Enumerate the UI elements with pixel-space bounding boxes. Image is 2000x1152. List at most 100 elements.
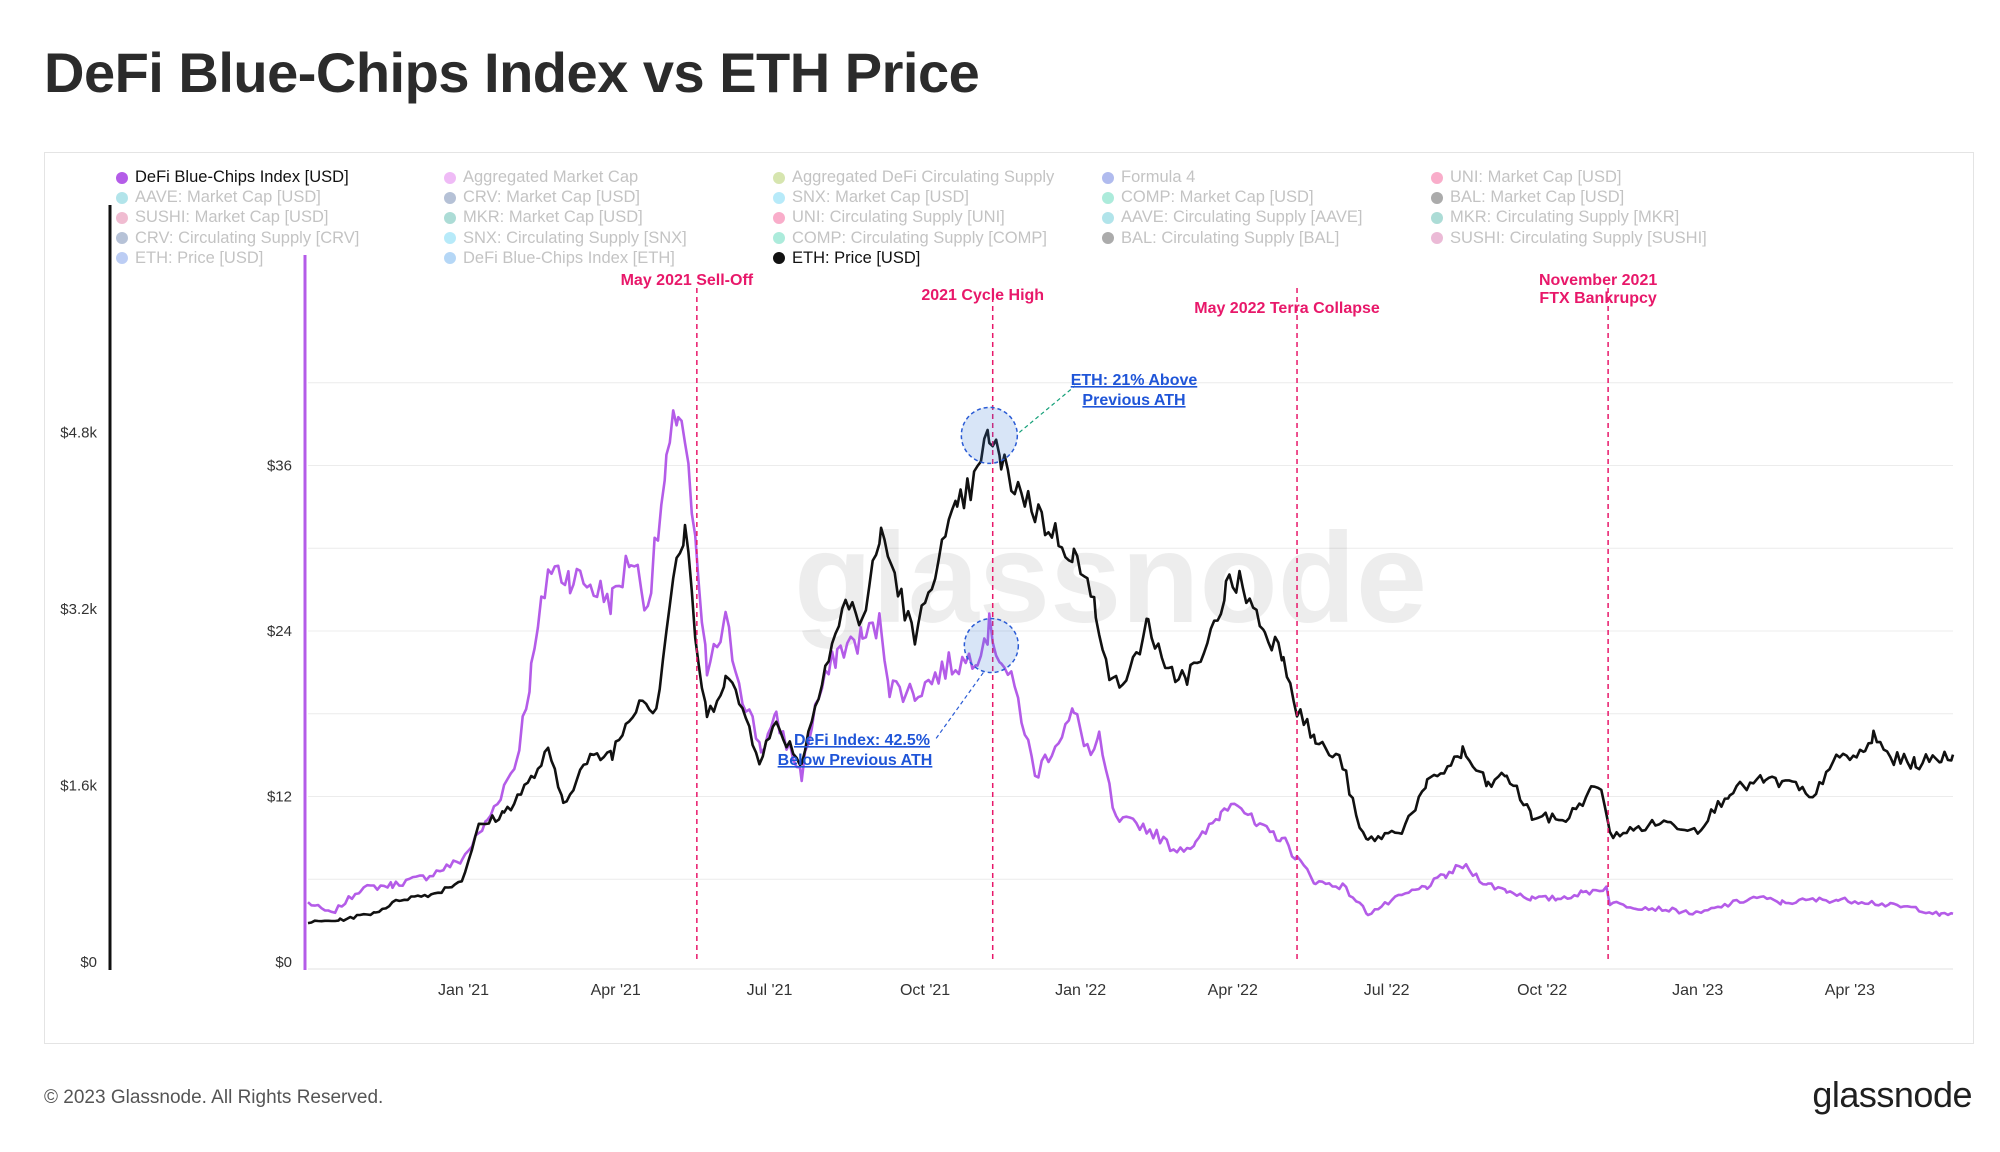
legend-label: CRV: Market Cap [USD] xyxy=(463,188,640,207)
legend-item[interactable]: BAL: Market Cap [USD] xyxy=(1431,188,1624,207)
chart-frame xyxy=(44,152,1974,1044)
legend-item[interactable]: UNI: Circulating Supply [UNI] xyxy=(773,208,1005,227)
series-line xyxy=(307,409,1954,917)
legend-label: UNI: Market Cap [USD] xyxy=(1450,168,1622,186)
legend-item[interactable]: Formula 4 xyxy=(1102,168,1195,187)
legend-dot-icon xyxy=(1102,191,1114,204)
legend-label: Formula 4 xyxy=(1121,168,1196,186)
annotation-label: May 2021 Sell-Off xyxy=(621,272,754,289)
y-tick-label-defi: $12 xyxy=(267,789,292,806)
legend-item[interactable]: COMP: Market Cap [USD] xyxy=(1102,188,1314,207)
y-tick-label-defi: $36 xyxy=(267,458,292,475)
legend-label: MKR: Circulating Supply [MKR] xyxy=(1450,208,1680,227)
legend-dot-icon xyxy=(444,252,456,265)
highlight-circle xyxy=(960,406,1019,465)
legend-item[interactable]: BAL: Circulating Supply [BAL] xyxy=(1102,229,1339,248)
legend-item[interactable]: Aggregated Market Cap xyxy=(444,168,638,187)
legend-item[interactable]: SUSHI: Circulating Supply [SUSHI] xyxy=(1431,229,1707,248)
callout-label: Previous ATH xyxy=(1082,392,1185,409)
legend-dot-icon xyxy=(444,211,456,224)
legend-dot-icon xyxy=(1102,211,1114,224)
legend-dot-icon xyxy=(773,232,785,245)
legend-label: SNX: Market Cap [USD] xyxy=(792,188,969,207)
copyright-text: © 2023 Glassnode. All Rights Reserved. xyxy=(44,1087,384,1108)
annotation-label: May 2022 Terra Collapse xyxy=(1194,300,1380,317)
legend-dot-icon xyxy=(116,211,128,224)
legend-item[interactable]: Aggregated DeFi Circulating Supply xyxy=(773,168,1054,187)
glassnode-logo[interactable]: glassnode xyxy=(1812,1074,1972,1115)
legend-dot-icon xyxy=(1102,171,1114,184)
legend-dot-icon xyxy=(1431,171,1443,184)
legend-dot-icon xyxy=(773,191,785,204)
legend-dot-icon xyxy=(116,191,128,204)
series-line xyxy=(307,428,1955,925)
legend-label: UNI: Circulating Supply [UNI] xyxy=(792,208,1005,227)
legend-item[interactable]: AAVE: Market Cap [USD] xyxy=(116,188,321,207)
x-tick-label: Oct '22 xyxy=(1517,982,1567,999)
y-tick-label-eth: $4.8k xyxy=(60,424,97,441)
x-tick-label: Jan '21 xyxy=(438,982,489,999)
legend-dot-icon xyxy=(1431,232,1443,245)
legend-label: BAL: Market Cap [USD] xyxy=(1450,188,1625,207)
legend-label: ETH: Price [USD] xyxy=(135,248,264,267)
annotation-label: FTX Bankrupcy xyxy=(1539,290,1656,307)
legend-item[interactable]: DeFi Blue-Chips Index [ETH] xyxy=(444,249,675,268)
legend-item[interactable]: CRV: Market Cap [USD] xyxy=(444,188,640,207)
legend-label: DeFi Blue-Chips Index [ETH] xyxy=(463,248,675,267)
legend-item[interactable]: COMP: Circulating Supply [COMP] xyxy=(773,229,1047,248)
legend-label: SNX: Circulating Supply [SNX] xyxy=(463,228,687,247)
y-tick-label-defi: $0 xyxy=(275,954,292,971)
legend-dot-icon xyxy=(1431,211,1443,224)
x-tick-label: Apr '22 xyxy=(1208,982,1258,999)
legend-item[interactable]: UNI: Market Cap [USD] xyxy=(1431,168,1621,187)
y-tick-label-eth: $1.6k xyxy=(60,777,97,794)
legend-dot-icon xyxy=(444,232,456,245)
legend-label: MKR: Market Cap [USD] xyxy=(463,208,643,227)
y-tick-label-eth: $3.2k xyxy=(60,601,97,618)
annotation-label: 2021 Cycle High xyxy=(921,287,1044,304)
legend-dot-icon xyxy=(1431,191,1443,204)
legend-label: Aggregated Market Cap xyxy=(463,168,639,186)
legend-dot-icon xyxy=(444,191,456,204)
x-tick-label: Apr '23 xyxy=(1825,982,1875,999)
watermark: glassnode xyxy=(794,507,1427,650)
legend-label: CRV: Circulating Supply [CRV] xyxy=(135,228,360,247)
y-tick-label-defi: $24 xyxy=(267,623,292,640)
legend-label: SUSHI: Market Cap [USD] xyxy=(135,208,329,227)
legend-item[interactable]: SNX: Circulating Supply [SNX] xyxy=(444,229,687,248)
legend-dot-icon xyxy=(444,171,456,184)
legend-label: COMP: Market Cap [USD] xyxy=(1121,188,1314,207)
legend-label: AAVE: Market Cap [USD] xyxy=(135,188,321,207)
x-tick-label: Apr '21 xyxy=(591,982,641,999)
x-tick-label: Jul '22 xyxy=(1364,982,1410,999)
y-tick-label-eth: $0 xyxy=(80,954,97,971)
callout-connector xyxy=(934,672,984,741)
legend-item[interactable]: AAVE: Circulating Supply [AAVE] xyxy=(1102,208,1363,227)
legend-item[interactable]: MKR: Circulating Supply [MKR] xyxy=(1431,208,1679,227)
legend-label: COMP: Circulating Supply [COMP] xyxy=(792,228,1047,247)
legend-dot-icon xyxy=(773,171,785,184)
legend-item[interactable]: CRV: Circulating Supply [CRV] xyxy=(116,229,359,248)
page-title: DeFi Blue-Chips Index vs ETH Price xyxy=(44,41,980,104)
legend-item[interactable]: SNX: Market Cap [USD] xyxy=(773,188,969,207)
x-tick-label: Oct '21 xyxy=(900,982,950,999)
legend-item[interactable]: SUSHI: Market Cap [USD] xyxy=(116,208,328,227)
legend-label: ETH: Price [USD] xyxy=(792,248,921,267)
callout-label: Below Previous ATH xyxy=(778,752,933,769)
annotation-label: November 2021 xyxy=(1539,272,1657,289)
x-tick-label: Jan '22 xyxy=(1055,982,1106,999)
legend-item[interactable]: ETH: Price [USD] xyxy=(773,249,920,268)
legend-item[interactable]: MKR: Market Cap [USD] xyxy=(444,208,643,227)
callout-label: DeFi Index: 42.5% xyxy=(794,732,930,749)
legend-label: AAVE: Circulating Supply [AAVE] xyxy=(1121,208,1363,227)
legend-label: BAL: Circulating Supply [BAL] xyxy=(1121,228,1340,247)
legend-item[interactable]: DeFi Blue-Chips Index [USD] xyxy=(116,168,349,187)
x-tick-label: Jul '21 xyxy=(747,982,793,999)
legend-item[interactable]: ETH: Price [USD] xyxy=(116,249,263,268)
legend-dot-icon xyxy=(116,252,128,265)
legend-dot-icon xyxy=(773,211,785,224)
callout-connector xyxy=(1018,385,1076,433)
legend-label: DeFi Blue-Chips Index [USD] xyxy=(135,168,349,186)
legend-label: Aggregated DeFi Circulating Supply xyxy=(792,168,1055,186)
